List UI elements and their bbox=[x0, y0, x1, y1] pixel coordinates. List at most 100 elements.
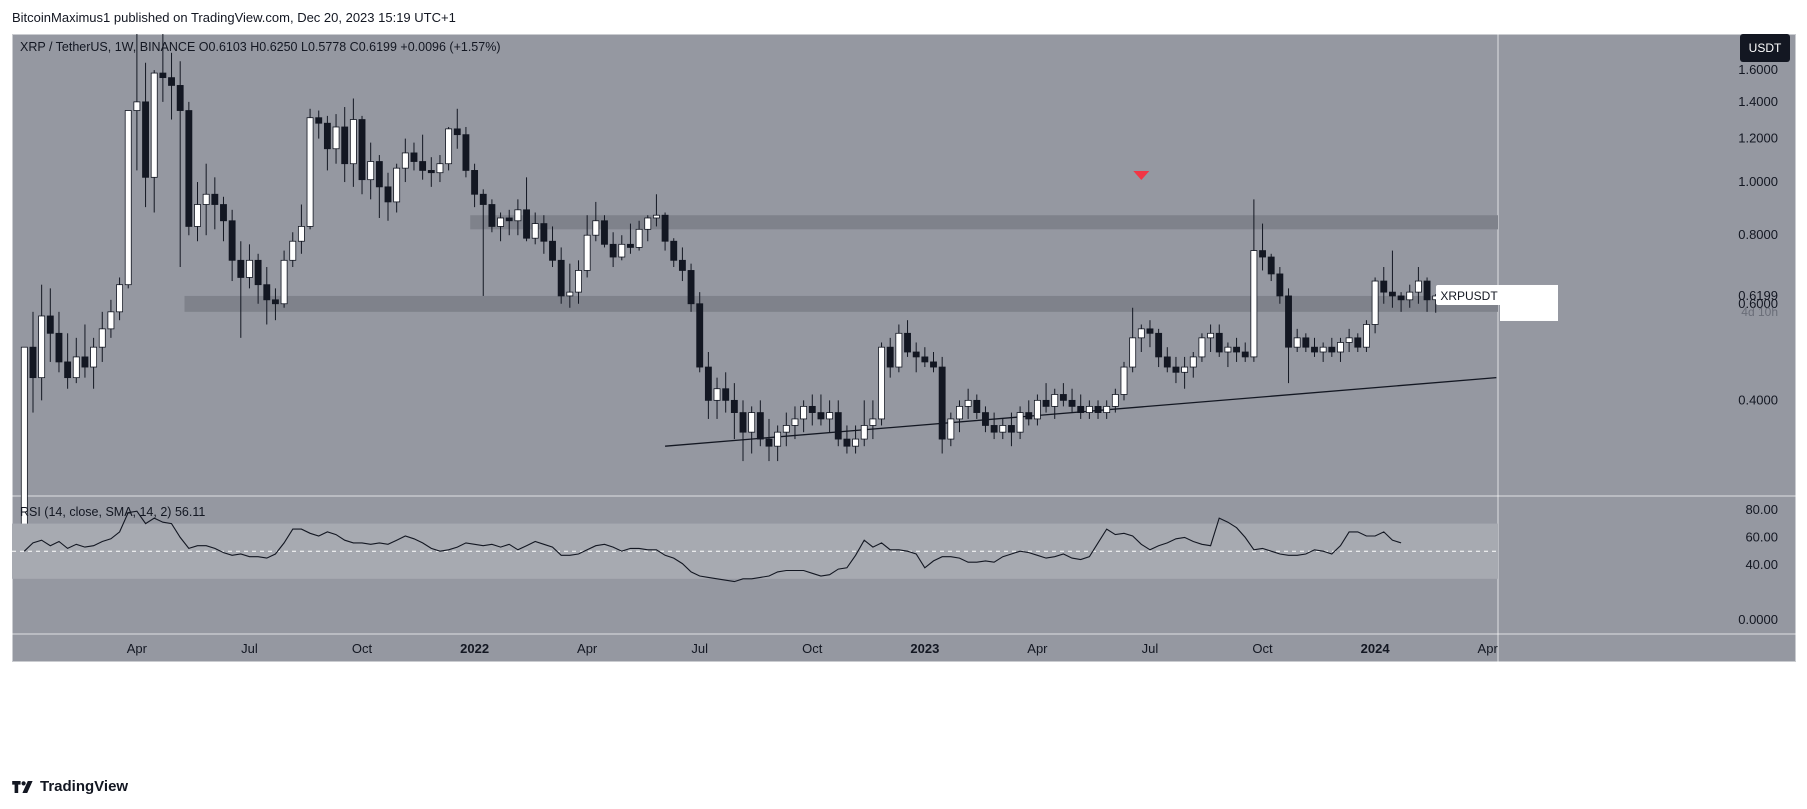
candle-body bbox=[1337, 342, 1344, 353]
candle bbox=[678, 247, 686, 282]
candle-body bbox=[323, 122, 331, 150]
candle bbox=[1146, 320, 1154, 348]
legend-h-label: H bbox=[250, 40, 259, 54]
candle-body bbox=[748, 412, 756, 433]
candle-body bbox=[930, 361, 937, 368]
candle bbox=[1051, 388, 1059, 419]
candle bbox=[782, 412, 790, 447]
candle-body bbox=[652, 214, 660, 219]
candle-body bbox=[159, 72, 167, 79]
candle-body bbox=[990, 425, 998, 433]
candle bbox=[921, 347, 929, 368]
candle bbox=[254, 253, 262, 304]
candle bbox=[895, 324, 903, 373]
currency-button-bg bbox=[1740, 34, 1790, 62]
candle-body bbox=[202, 193, 210, 205]
time-tick-label: Oct bbox=[802, 641, 823, 656]
candle-body bbox=[1215, 332, 1223, 353]
chart-canvas[interactable]: 1.6000 1.4000 1.2000 1.0000 0.8000 0.6000 0.40… bbox=[12, 34, 1796, 766]
candle bbox=[1163, 347, 1171, 373]
candle-body bbox=[349, 119, 357, 165]
candle-body bbox=[29, 346, 37, 379]
candle-body bbox=[557, 259, 565, 297]
candle-body bbox=[220, 204, 227, 222]
candle-body bbox=[497, 217, 504, 227]
candle-body bbox=[1406, 291, 1414, 301]
legend-o-label: O bbox=[199, 40, 209, 54]
candle-body bbox=[713, 388, 721, 401]
candle-body bbox=[358, 119, 366, 181]
candle-body bbox=[756, 412, 764, 440]
candle bbox=[29, 311, 37, 413]
candle bbox=[722, 372, 730, 413]
candle bbox=[1276, 267, 1284, 304]
candle bbox=[1311, 337, 1318, 357]
candle-body bbox=[1103, 405, 1111, 413]
candle-body bbox=[765, 438, 773, 447]
candle bbox=[1371, 277, 1379, 334]
candle bbox=[1241, 342, 1249, 362]
candle-body bbox=[1354, 337, 1362, 348]
candle-body bbox=[81, 356, 89, 368]
candle-body bbox=[1207, 332, 1215, 339]
candle bbox=[393, 163, 401, 213]
candle-body bbox=[1008, 425, 1015, 433]
candle bbox=[704, 352, 712, 419]
candle bbox=[765, 418, 773, 462]
candle bbox=[427, 157, 435, 187]
candle bbox=[713, 377, 721, 419]
candle bbox=[800, 400, 808, 433]
candle bbox=[938, 356, 946, 454]
candle bbox=[384, 172, 392, 221]
candle-body bbox=[471, 170, 479, 195]
candle bbox=[133, 34, 141, 171]
candle bbox=[1155, 328, 1163, 368]
candle bbox=[1250, 199, 1258, 362]
candle-body bbox=[661, 214, 669, 242]
price-axis-background bbox=[1498, 34, 1796, 662]
candle bbox=[514, 199, 522, 236]
candle bbox=[1181, 356, 1189, 389]
candle bbox=[609, 232, 617, 268]
candle bbox=[1354, 333, 1362, 353]
candle-body bbox=[670, 240, 678, 261]
candle bbox=[687, 263, 695, 312]
currency-button-label: USDT bbox=[1749, 41, 1782, 55]
candle-body bbox=[436, 163, 444, 174]
candle-body bbox=[1233, 346, 1240, 353]
candle bbox=[150, 70, 158, 213]
candle bbox=[1293, 328, 1301, 353]
candle-body bbox=[445, 128, 453, 165]
candle bbox=[878, 342, 885, 426]
candle-body bbox=[1155, 332, 1163, 358]
candle bbox=[834, 400, 842, 447]
candle bbox=[1129, 307, 1137, 373]
candle bbox=[860, 400, 868, 447]
candle bbox=[176, 61, 184, 268]
candle-body bbox=[523, 209, 530, 239]
price-tick-label: 1.2000 bbox=[1738, 131, 1778, 146]
candle-body bbox=[566, 291, 574, 297]
rsi-tick-label: 80.00 bbox=[1745, 502, 1778, 517]
candle-body bbox=[956, 405, 963, 420]
symbol-label-box bbox=[1436, 284, 1502, 305]
candle-body bbox=[583, 234, 591, 271]
candle-body bbox=[488, 204, 496, 227]
candle bbox=[401, 138, 409, 183]
candle bbox=[1224, 342, 1232, 368]
candle-body bbox=[860, 425, 868, 440]
candle bbox=[1414, 267, 1422, 304]
chart-area[interactable]: 1.6000 1.4000 1.2000 1.0000 0.8000 0.6000 0.40… bbox=[12, 34, 1796, 766]
candle bbox=[237, 241, 245, 338]
candle bbox=[1025, 400, 1033, 426]
candle-body bbox=[306, 117, 314, 227]
candle-body bbox=[375, 161, 383, 188]
candle-body bbox=[46, 315, 54, 334]
candle bbox=[38, 284, 46, 401]
currency-button[interactable]: USDT bbox=[1740, 34, 1790, 62]
footer-brand[interactable]: TradingView bbox=[12, 778, 128, 795]
time-tick-label: Apr bbox=[577, 641, 598, 656]
candle bbox=[367, 142, 375, 200]
candle bbox=[1033, 394, 1041, 426]
price-tick-label: 0.6000 bbox=[1738, 296, 1778, 311]
